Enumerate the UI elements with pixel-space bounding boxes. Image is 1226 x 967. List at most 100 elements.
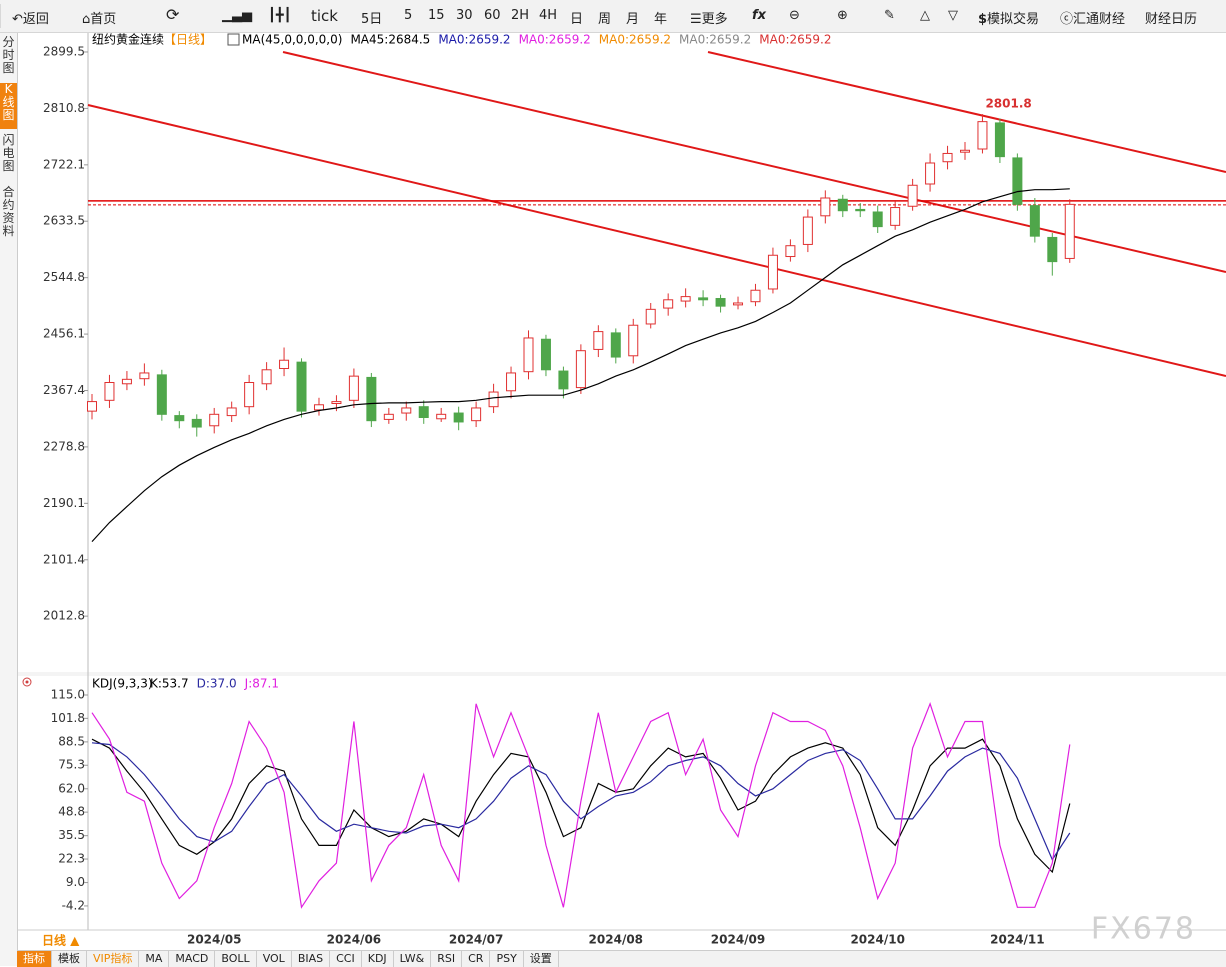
toolbar-button[interactable]: ⌂首页	[82, 12, 117, 27]
legend-entry: D:37.0	[197, 677, 237, 691]
candle-body	[733, 302, 744, 306]
bottom-tab[interactable]: 指标	[17, 951, 52, 967]
bottom-tab[interactable]: BIAS	[292, 951, 331, 967]
candle-body	[907, 184, 918, 207]
y-tick-label: 9.0	[66, 875, 85, 889]
toolbar-button[interactable]: ⓒ汇通财经	[1060, 12, 1126, 27]
bottom-tab[interactable]: RSI	[431, 951, 463, 967]
toolbar-button[interactable]: 周	[598, 12, 612, 27]
toolbar-button[interactable]: 30	[456, 8, 473, 23]
candle-body	[191, 418, 202, 428]
candle-body	[942, 152, 953, 163]
candle-body	[558, 370, 569, 390]
candle-body	[156, 374, 167, 415]
series-line	[91, 188, 1070, 543]
y-tick-label: 35.5	[58, 828, 85, 842]
bars-icon[interactable]: ▁▃▅	[222, 8, 252, 23]
candle-body	[750, 289, 761, 303]
legend-entry: K:53.7	[150, 677, 189, 691]
toolbar-button[interactable]: 年	[654, 12, 668, 27]
legend-icon	[227, 33, 240, 46]
button-label: 汇通财经	[1073, 12, 1126, 27]
bottom-tab[interactable]: MA	[139, 951, 170, 967]
candle-body	[226, 407, 237, 417]
toolbar-button[interactable]: 5	[404, 8, 413, 23]
candle-body	[313, 404, 324, 411]
bottom-tab[interactable]: CCI	[330, 951, 362, 967]
bottom-tabs: 指标 模板 VIP指标 MA MACD BOLL VOL BIAS CCI KDJ LW& RSI CR…	[17, 950, 1226, 967]
side-tab[interactable]: 合约资料	[2, 185, 15, 238]
candle-body	[104, 382, 115, 401]
candle-body	[296, 361, 307, 412]
candle-body	[209, 413, 220, 427]
candle-body	[279, 359, 290, 370]
candle-body	[645, 308, 656, 325]
toolbar-button[interactable]: ↶返回	[12, 12, 49, 27]
candle-body	[610, 332, 621, 358]
pen-icon[interactable]: ✎	[884, 8, 895, 23]
candle-body	[663, 299, 674, 309]
candle-body	[628, 324, 639, 357]
toolbar-button[interactable]: tick	[311, 7, 338, 25]
bottom-tab[interactable]: VIP指标	[87, 951, 140, 967]
side-tab[interactable]: K线图	[0, 83, 17, 129]
y-tick-label: 62.0	[58, 781, 85, 795]
bottom-tab[interactable]: KDJ	[362, 951, 394, 967]
bottom-tab[interactable]: VOL	[257, 951, 292, 967]
candle-body	[1047, 236, 1058, 263]
toolbar-button[interactable]: $模拟交易	[978, 12, 1040, 27]
refresh-icon[interactable]: ⟳	[166, 5, 180, 24]
settings-icon[interactable]	[22, 677, 32, 687]
toolbar-button[interactable]: ☰更多	[690, 12, 728, 27]
toolbar-button[interactable]: 日	[570, 12, 584, 27]
candle-body	[121, 378, 132, 385]
bottom-tab[interactable]: CR	[462, 951, 491, 967]
side-tab[interactable]: 闪电图	[2, 133, 15, 173]
down-icon[interactable]: ▽	[948, 8, 958, 23]
candle-body	[837, 198, 848, 212]
toolbar-button[interactable]: 财经日历	[1145, 12, 1198, 27]
zoom-in-icon[interactable]: ⊕	[837, 8, 848, 23]
button-label: 返回	[22, 12, 49, 27]
up-icon[interactable]: △	[920, 8, 930, 23]
candle-body	[366, 376, 377, 422]
candle-body	[523, 337, 534, 373]
button-label: 模拟交易	[987, 12, 1040, 27]
bottom-tab[interactable]: 设置	[524, 951, 559, 967]
legend-entry: MA0:2659.2	[599, 33, 671, 47]
candle-body	[855, 208, 866, 212]
candle-body	[680, 296, 691, 302]
toolbar-button[interactable]: 5日	[361, 12, 383, 27]
candle-body	[960, 149, 970, 153]
trend-line	[282, 51, 1226, 273]
candle-body	[506, 372, 517, 392]
candle-body	[488, 391, 499, 408]
toolbar-button[interactable]: 2H	[511, 8, 530, 23]
bottom-tab[interactable]: BOLL	[215, 951, 257, 967]
candle-body	[453, 412, 464, 423]
candle-body	[575, 350, 586, 389]
zoom-out-icon[interactable]: ⊖	[789, 8, 800, 23]
bottom-tab[interactable]: 模板	[52, 951, 87, 967]
fx-icon[interactable]: fx	[752, 8, 767, 23]
candle-body	[1029, 205, 1040, 237]
period-tab[interactable]: 日线 ▲	[42, 933, 80, 948]
toolbar-button[interactable]: 月	[626, 12, 640, 27]
candle-body	[383, 413, 394, 420]
candle-icon[interactable]: ┃╋┃	[268, 8, 292, 23]
candle-body	[698, 297, 709, 301]
candle-body	[418, 406, 429, 418]
button-label: 更多	[701, 12, 728, 27]
toolbar-button[interactable]: 4H	[539, 8, 558, 23]
bottom-tab[interactable]: MACD	[169, 951, 216, 967]
bottom-tab[interactable]: PSY	[490, 951, 524, 967]
button-label: 首页	[90, 12, 117, 27]
y-tick-label: 2899.5	[43, 44, 85, 58]
side-tab[interactable]: 分时图	[2, 35, 15, 75]
toolbar-button[interactable]: 15	[428, 8, 445, 23]
chart-title: 纽约黄金连续	[92, 32, 164, 47]
bottom-tab[interactable]: LW&	[394, 951, 432, 967]
toolbar-button[interactable]: 60	[484, 8, 501, 23]
